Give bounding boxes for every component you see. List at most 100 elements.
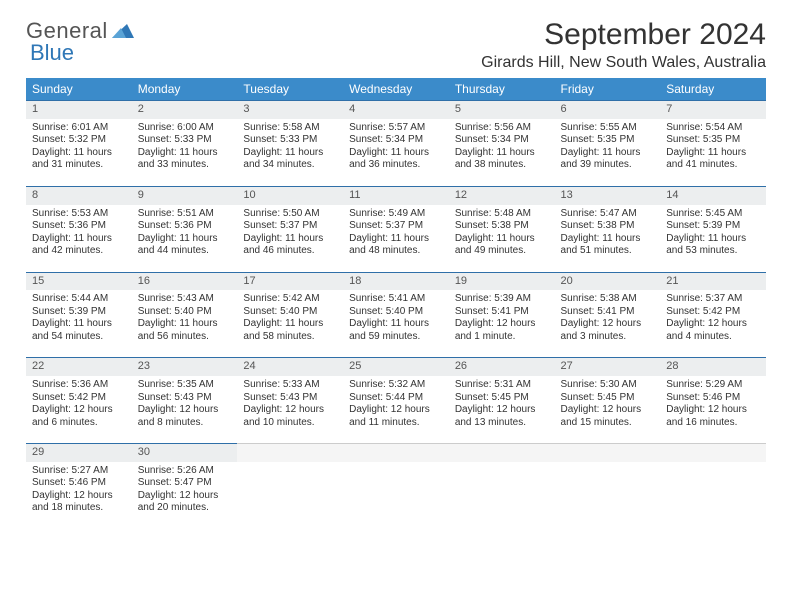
calendar-cell: 8Sunrise: 5:53 AMSunset: 5:36 PMDaylight… bbox=[26, 186, 132, 272]
sunset-line: Sunset: 5:46 PM bbox=[32, 477, 126, 490]
day-body: Sunrise: 5:53 AMSunset: 5:36 PMDaylight:… bbox=[26, 205, 132, 272]
sunset-line: Sunset: 5:40 PM bbox=[138, 306, 232, 319]
day-number: 21 bbox=[660, 272, 766, 291]
sunrise-line: Sunrise: 5:49 AM bbox=[349, 208, 443, 221]
title-block: September 2024 Girards Hill, New South W… bbox=[481, 18, 766, 72]
sunrise-line: Sunrise: 5:53 AM bbox=[32, 208, 126, 221]
day-body: Sunrise: 5:31 AMSunset: 5:45 PMDaylight:… bbox=[449, 376, 555, 443]
day-body: Sunrise: 5:44 AMSunset: 5:39 PMDaylight:… bbox=[26, 290, 132, 357]
sunset-line: Sunset: 5:40 PM bbox=[349, 306, 443, 319]
daylight-line: Daylight: 11 hours and 46 minutes. bbox=[243, 233, 337, 258]
calendar-cell: 15Sunrise: 5:44 AMSunset: 5:39 PMDayligh… bbox=[26, 272, 132, 358]
day-body: Sunrise: 6:00 AMSunset: 5:33 PMDaylight:… bbox=[132, 119, 238, 186]
day-body: Sunrise: 5:50 AMSunset: 5:37 PMDaylight:… bbox=[237, 205, 343, 272]
daylight-line: Daylight: 11 hours and 44 minutes. bbox=[138, 233, 232, 258]
sunset-line: Sunset: 5:37 PM bbox=[243, 220, 337, 233]
calendar-cell: 11Sunrise: 5:49 AMSunset: 5:37 PMDayligh… bbox=[343, 186, 449, 272]
calendar-cell: 13Sunrise: 5:47 AMSunset: 5:38 PMDayligh… bbox=[555, 186, 661, 272]
day-body: Sunrise: 5:55 AMSunset: 5:35 PMDaylight:… bbox=[555, 119, 661, 186]
daylight-line: Daylight: 11 hours and 31 minutes. bbox=[32, 147, 126, 172]
calendar-cell: 21Sunrise: 5:37 AMSunset: 5:42 PMDayligh… bbox=[660, 272, 766, 358]
day-number: 11 bbox=[343, 186, 449, 205]
sunset-line: Sunset: 5:44 PM bbox=[349, 392, 443, 405]
day-body: Sunrise: 5:49 AMSunset: 5:37 PMDaylight:… bbox=[343, 205, 449, 272]
sunset-line: Sunset: 5:43 PM bbox=[243, 392, 337, 405]
day-body: Sunrise: 6:01 AMSunset: 5:32 PMDaylight:… bbox=[26, 119, 132, 186]
daylight-line: Daylight: 11 hours and 33 minutes. bbox=[138, 147, 232, 172]
sunrise-line: Sunrise: 5:42 AM bbox=[243, 293, 337, 306]
daylight-line: Daylight: 11 hours and 34 minutes. bbox=[243, 147, 337, 172]
weekday-header: Saturday bbox=[660, 78, 766, 100]
calendar-cell: 6Sunrise: 5:55 AMSunset: 5:35 PMDaylight… bbox=[555, 100, 661, 186]
sunrise-line: Sunrise: 5:35 AM bbox=[138, 379, 232, 392]
calendar-cell: 27Sunrise: 5:30 AMSunset: 5:45 PMDayligh… bbox=[555, 357, 661, 443]
day-number: 23 bbox=[132, 357, 238, 376]
daylight-line: Daylight: 11 hours and 39 minutes. bbox=[561, 147, 655, 172]
day-number: 18 bbox=[343, 272, 449, 291]
daylight-line: Daylight: 12 hours and 8 minutes. bbox=[138, 404, 232, 429]
weekday-header: Monday bbox=[132, 78, 238, 100]
day-body: Sunrise: 5:48 AMSunset: 5:38 PMDaylight:… bbox=[449, 205, 555, 272]
sunset-line: Sunset: 5:37 PM bbox=[349, 220, 443, 233]
sunset-line: Sunset: 5:41 PM bbox=[561, 306, 655, 319]
calendar-cell: 25Sunrise: 5:32 AMSunset: 5:44 PMDayligh… bbox=[343, 357, 449, 443]
day-number: 4 bbox=[343, 100, 449, 119]
sunrise-line: Sunrise: 6:00 AM bbox=[138, 122, 232, 135]
daylight-line: Daylight: 11 hours and 53 minutes. bbox=[666, 233, 760, 258]
sunrise-line: Sunrise: 5:57 AM bbox=[349, 122, 443, 135]
daylight-line: Daylight: 12 hours and 20 minutes. bbox=[138, 490, 232, 515]
sunset-line: Sunset: 5:42 PM bbox=[666, 306, 760, 319]
calendar-cell: 23Sunrise: 5:35 AMSunset: 5:43 PMDayligh… bbox=[132, 357, 238, 443]
sunset-line: Sunset: 5:35 PM bbox=[561, 134, 655, 147]
day-body: Sunrise: 5:38 AMSunset: 5:41 PMDaylight:… bbox=[555, 290, 661, 357]
daylight-line: Daylight: 12 hours and 1 minute. bbox=[455, 318, 549, 343]
day-number: 3 bbox=[237, 100, 343, 119]
day-body: Sunrise: 5:42 AMSunset: 5:40 PMDaylight:… bbox=[237, 290, 343, 357]
day-number: 16 bbox=[132, 272, 238, 291]
calendar-cell: 20Sunrise: 5:38 AMSunset: 5:41 PMDayligh… bbox=[555, 272, 661, 358]
day-number: 2 bbox=[132, 100, 238, 119]
calendar-cell: 3Sunrise: 5:58 AMSunset: 5:33 PMDaylight… bbox=[237, 100, 343, 186]
daylight-line: Daylight: 12 hours and 6 minutes. bbox=[32, 404, 126, 429]
header: General September 2024 Girards Hill, New… bbox=[26, 18, 766, 72]
triangle-icon bbox=[108, 18, 134, 44]
day-number: 24 bbox=[237, 357, 343, 376]
sunset-line: Sunset: 5:32 PM bbox=[32, 134, 126, 147]
calendar-cell: 28Sunrise: 5:29 AMSunset: 5:46 PMDayligh… bbox=[660, 357, 766, 443]
sunrise-line: Sunrise: 6:01 AM bbox=[32, 122, 126, 135]
daylight-line: Daylight: 12 hours and 10 minutes. bbox=[243, 404, 337, 429]
weekday-header: Friday bbox=[555, 78, 661, 100]
day-number: 13 bbox=[555, 186, 661, 205]
calendar-page: { "brand":{"word1":"General","word2":"Bl… bbox=[0, 0, 792, 612]
sunrise-line: Sunrise: 5:55 AM bbox=[561, 122, 655, 135]
day-number: 22 bbox=[26, 357, 132, 376]
sunset-line: Sunset: 5:43 PM bbox=[138, 392, 232, 405]
sunset-line: Sunset: 5:47 PM bbox=[138, 477, 232, 490]
daylight-line: Daylight: 12 hours and 4 minutes. bbox=[666, 318, 760, 343]
sunrise-line: Sunrise: 5:58 AM bbox=[243, 122, 337, 135]
daylight-line: Daylight: 11 hours and 36 minutes. bbox=[349, 147, 443, 172]
sunrise-line: Sunrise: 5:56 AM bbox=[455, 122, 549, 135]
day-number: 10 bbox=[237, 186, 343, 205]
day-body: Sunrise: 5:35 AMSunset: 5:43 PMDaylight:… bbox=[132, 376, 238, 443]
daylight-line: Daylight: 11 hours and 56 minutes. bbox=[138, 318, 232, 343]
day-body: Sunrise: 5:47 AMSunset: 5:38 PMDaylight:… bbox=[555, 205, 661, 272]
daylight-line: Daylight: 11 hours and 42 minutes. bbox=[32, 233, 126, 258]
sunset-line: Sunset: 5:38 PM bbox=[455, 220, 549, 233]
day-number: 7 bbox=[660, 100, 766, 119]
day-body: Sunrise: 5:27 AMSunset: 5:46 PMDaylight:… bbox=[26, 462, 132, 529]
location-subtitle: Girards Hill, New South Wales, Australia bbox=[481, 54, 766, 72]
sunset-line: Sunset: 5:35 PM bbox=[666, 134, 760, 147]
sunrise-line: Sunrise: 5:32 AM bbox=[349, 379, 443, 392]
calendar-cell: . bbox=[237, 443, 343, 529]
day-number: 29 bbox=[26, 443, 132, 462]
day-body: Sunrise: 5:57 AMSunset: 5:34 PMDaylight:… bbox=[343, 119, 449, 186]
calendar-cell: 7Sunrise: 5:54 AMSunset: 5:35 PMDaylight… bbox=[660, 100, 766, 186]
day-body: Sunrise: 5:29 AMSunset: 5:46 PMDaylight:… bbox=[660, 376, 766, 443]
day-body: Sunrise: 5:56 AMSunset: 5:34 PMDaylight:… bbox=[449, 119, 555, 186]
calendar-cell: 9Sunrise: 5:51 AMSunset: 5:36 PMDaylight… bbox=[132, 186, 238, 272]
sunrise-line: Sunrise: 5:50 AM bbox=[243, 208, 337, 221]
sunset-line: Sunset: 5:42 PM bbox=[32, 392, 126, 405]
calendar-cell: 30Sunrise: 5:26 AMSunset: 5:47 PMDayligh… bbox=[132, 443, 238, 529]
daylight-line: Daylight: 11 hours and 38 minutes. bbox=[455, 147, 549, 172]
